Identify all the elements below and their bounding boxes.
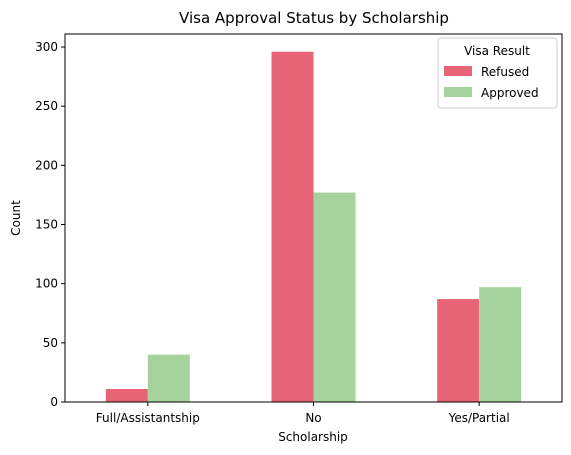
y-tick-label: 250 — [35, 99, 58, 113]
x-tick-label: No — [305, 411, 321, 425]
y-axis-label: Count — [9, 200, 23, 236]
x-tick-label: Yes/Partial — [448, 411, 510, 425]
x-axis: Full/Assistantship No Yes/Partial — [96, 402, 510, 425]
legend-label-approved: Approved — [481, 86, 539, 100]
x-axis-label: Scholarship — [278, 430, 348, 444]
y-tick-label: 0 — [50, 395, 58, 409]
legend: Visa Result Refused Approved — [437, 37, 558, 109]
legend-label-refused: Refused — [481, 65, 529, 79]
chart-title: Visa Approval Status by Scholarship — [179, 9, 449, 27]
y-tick-label: 150 — [35, 218, 58, 232]
bar-approved-0 — [147, 354, 190, 402]
plot-frame — [64, 33, 563, 403]
bar-refused-2 — [437, 299, 480, 402]
bar-approved-2 — [479, 287, 522, 402]
y-tick-label: 100 — [35, 277, 58, 291]
bars-layer — [105, 51, 522, 402]
bar-refused-1 — [271, 51, 314, 402]
bar-refused-0 — [105, 388, 148, 402]
legend-swatch-approved — [444, 87, 472, 97]
y-tick-label: 300 — [35, 40, 58, 54]
y-tick-label: 200 — [35, 158, 58, 172]
y-tick-label: 50 — [43, 336, 58, 350]
x-tick-label: Full/Assistantship — [96, 411, 200, 425]
legend-title: Visa Result — [464, 44, 530, 58]
bar-approved-1 — [313, 192, 356, 402]
y-axis: 0 50 100 150 200 250 300 — [35, 40, 65, 409]
legend-swatch-refused — [444, 66, 472, 76]
